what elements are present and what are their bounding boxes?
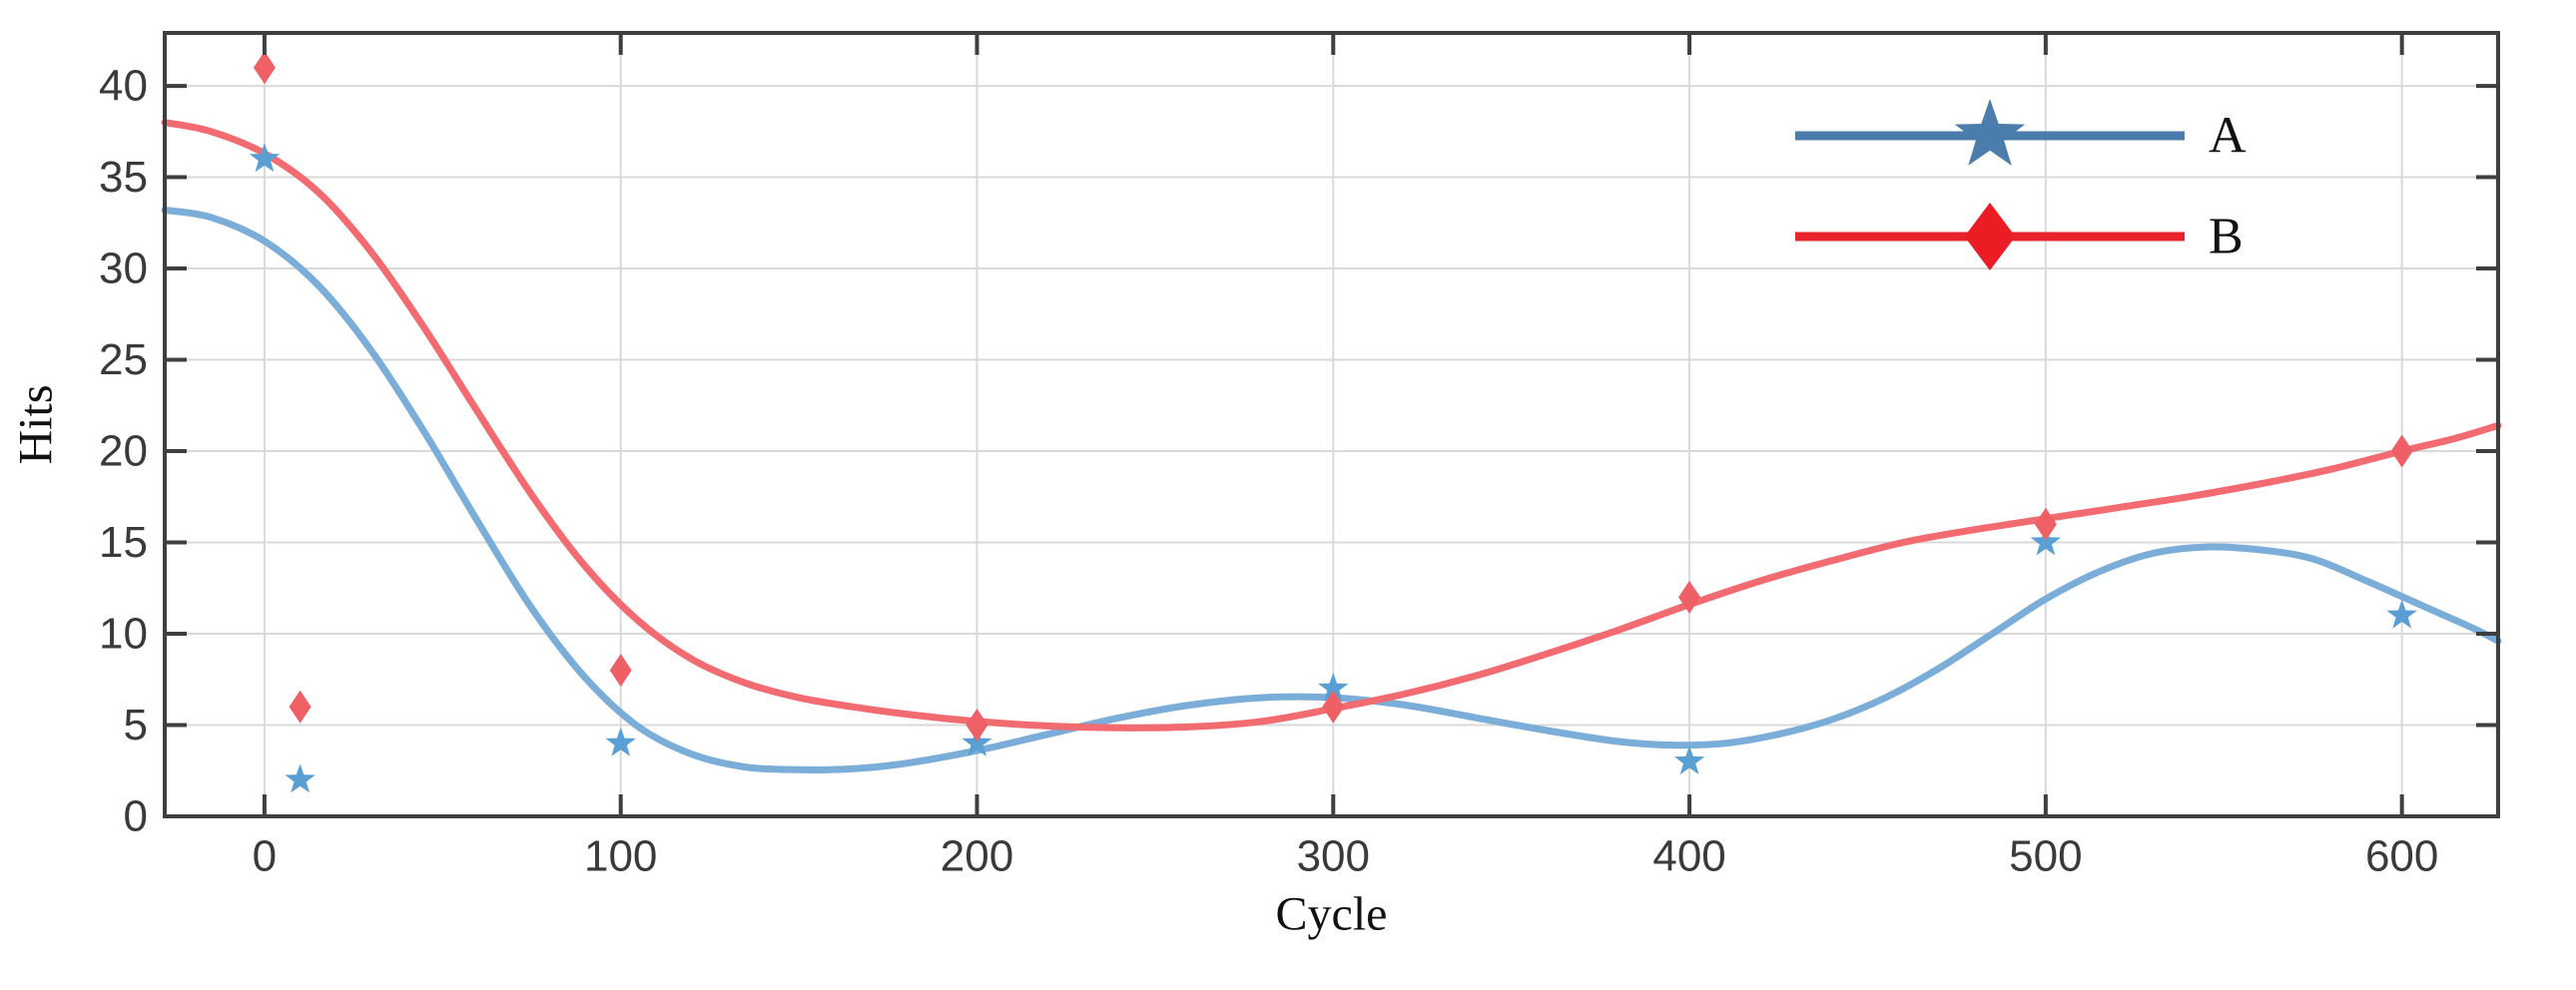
y-tick-label: 0 (124, 792, 148, 841)
series-B-marker (289, 690, 312, 724)
y-tick-label: 30 (99, 245, 148, 293)
series-B-fit-curve (161, 119, 2502, 732)
legend: AB (1795, 99, 2247, 270)
legend-diamond-icon (1964, 203, 2016, 270)
y-axis-label: Hits (10, 384, 63, 464)
x-tick-label: 100 (584, 832, 657, 881)
x-tick-label: 200 (941, 832, 1013, 881)
series-B-marker (253, 51, 276, 85)
y-tick-label: 40 (99, 62, 148, 111)
series-B-marker (1678, 580, 1701, 614)
series-B-marker (966, 709, 988, 742)
series-B-markers (253, 51, 2413, 742)
series-A-marker (2030, 526, 2062, 556)
x-axis-label: Cycle (1276, 888, 1388, 941)
y-tick-label: 10 (99, 610, 148, 659)
legend-star-icon (1954, 99, 2026, 166)
legend-label: A (2209, 108, 2247, 165)
series-B-marker (609, 654, 632, 688)
x-tick-label: 300 (1297, 832, 1370, 881)
x-tick-label: 500 (2009, 832, 2082, 881)
series-A-marker (285, 763, 316, 793)
series-A-fit-curve (161, 207, 2502, 773)
y-tick-label: 35 (99, 153, 148, 202)
legend-entry-A: A (1795, 99, 2247, 166)
series-A-marker (605, 727, 636, 756)
axes-box (163, 31, 2500, 818)
x-tick-label: 0 (253, 832, 277, 881)
series-A-markers (249, 143, 2417, 793)
x-tick-label: 600 (2365, 832, 2438, 881)
legend-entry-B: B (1795, 203, 2244, 270)
series-A-marker (1318, 672, 1349, 702)
series-A-marker (249, 143, 281, 173)
legend-label: B (2209, 209, 2244, 265)
y-tick-label: 15 (99, 518, 148, 567)
gridlines (165, 33, 2498, 816)
x-tick-label: 400 (1652, 832, 1725, 881)
y-tick-label: 25 (99, 335, 148, 384)
series-A-marker (2386, 599, 2417, 629)
series-B-marker (2034, 507, 2057, 541)
series-B-marker (2390, 434, 2413, 468)
series-A-marker (962, 727, 992, 756)
series-A-marker (1673, 745, 1705, 774)
series-B-marker (1322, 690, 1345, 724)
y-tick-label: 5 (124, 701, 148, 749)
y-tick-label: 20 (99, 427, 148, 476)
